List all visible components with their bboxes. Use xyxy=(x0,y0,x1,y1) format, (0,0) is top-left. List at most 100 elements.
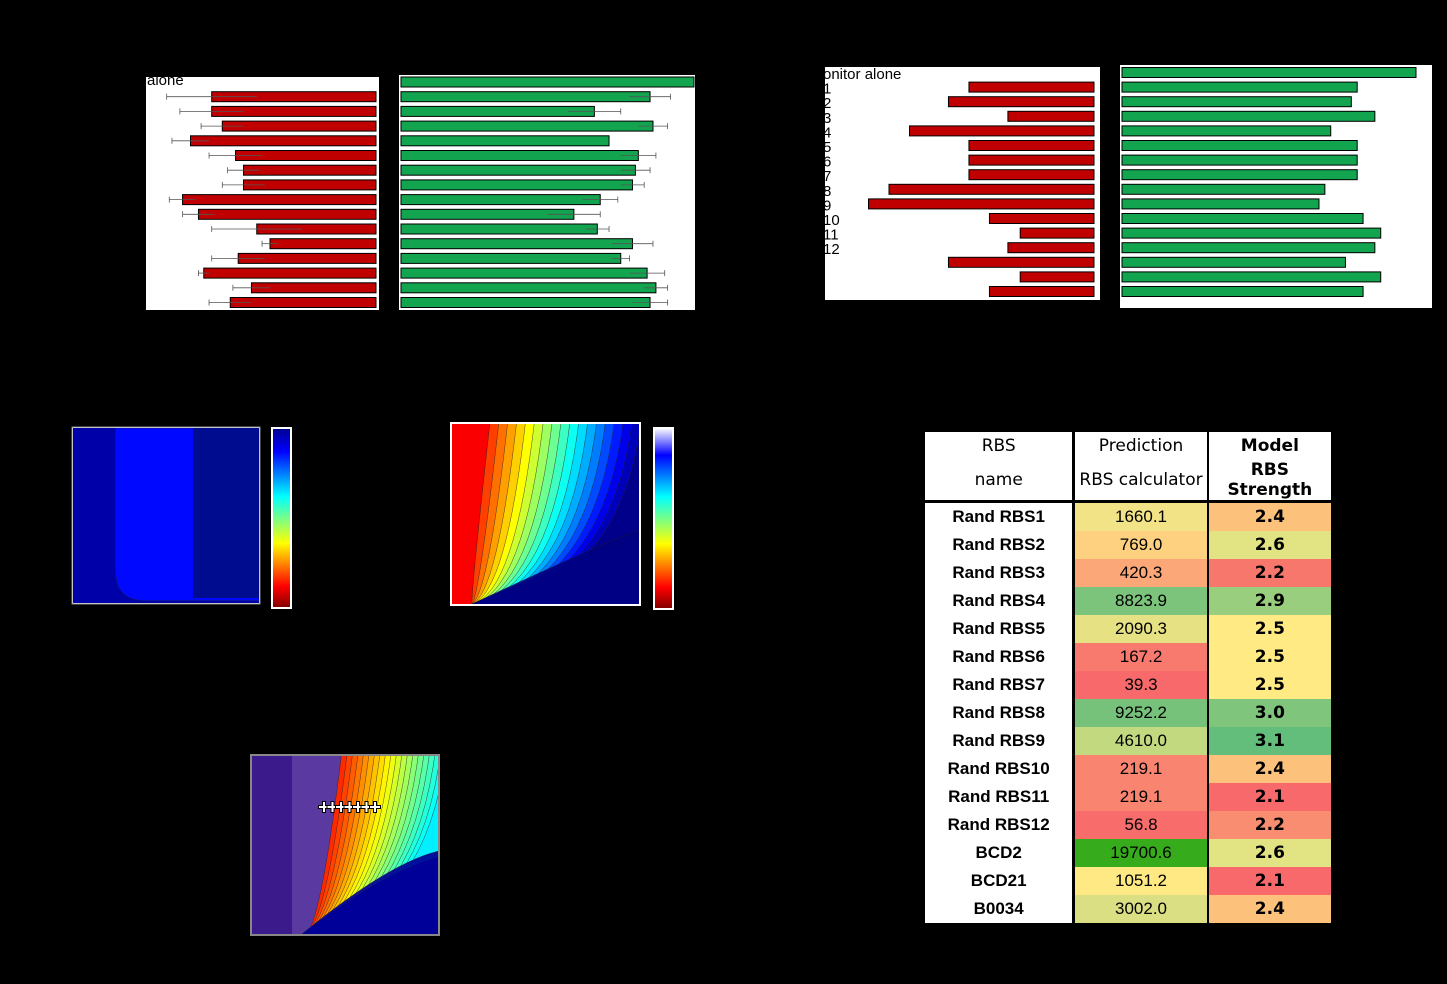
heatmap-1 xyxy=(71,426,292,609)
red-bar xyxy=(197,208,377,220)
green-bar xyxy=(1121,213,1364,224)
category-label: alone xyxy=(147,72,184,89)
table-row: BCD2 19700.6 2.6 xyxy=(925,839,1331,867)
cell-rbs-name: Rand RBS10 xyxy=(947,759,1050,778)
cell-model-strength: 2.5 xyxy=(1206,615,1331,643)
cell-model-strength: 3.1 xyxy=(1206,727,1331,755)
green-bar xyxy=(1121,286,1364,297)
table-row: Rand RBS9 4610.0 3.1 xyxy=(925,727,1331,755)
cell-rbs-name: Rand RBS4 xyxy=(952,591,1045,610)
cell-model-strength: 2.4 xyxy=(1206,895,1331,923)
red-bar xyxy=(988,286,1095,297)
table-row: Rand RBS1 1660.1 2.4 xyxy=(925,500,1331,531)
green-bar xyxy=(400,297,651,308)
red-bar xyxy=(1007,242,1095,254)
cell-rbs-name: Rand RBS5 xyxy=(952,619,1045,638)
category-label: 9 xyxy=(823,197,831,214)
red-bar xyxy=(988,213,1095,224)
table-header-row-2: name RBS calculator RBS Strength xyxy=(925,460,1331,502)
table-row: BCD21 1051.2 2.1 xyxy=(925,867,1331,895)
green-bar xyxy=(1121,198,1320,210)
green-bar xyxy=(1121,242,1376,254)
red-bar xyxy=(250,282,377,294)
col-header-model-2: RBS Strength xyxy=(1206,460,1331,502)
red-bar xyxy=(968,154,1095,166)
green-bar xyxy=(400,150,639,161)
col-header-name: RBS xyxy=(981,436,1016,456)
red-bar xyxy=(190,135,377,147)
green-bar xyxy=(400,105,595,117)
cell-prediction: 219.1 xyxy=(1072,755,1208,783)
category-label: 3 xyxy=(823,110,831,127)
cell-rbs-name: Rand RBS1 xyxy=(925,500,1074,531)
cell-prediction: 420.3 xyxy=(1072,559,1208,587)
red-bar xyxy=(243,164,377,176)
cell-prediction: 56.8 xyxy=(1072,811,1208,839)
cell-rbs-name: Rand RBS9 xyxy=(952,731,1045,750)
cell-rbs-name: Rand RBS3 xyxy=(952,563,1045,582)
cell-model-strength: 2.5 xyxy=(1206,643,1331,671)
cell-model-strength: 3.0 xyxy=(1206,699,1331,727)
category-label: 12 xyxy=(823,241,840,258)
category-label: 4 xyxy=(823,124,831,141)
green-bar xyxy=(400,252,622,264)
rbs-table: RBS Prediction Model name RBS calculator… xyxy=(925,432,1331,923)
colorbar-1 xyxy=(271,427,292,609)
category-label: 11 xyxy=(823,227,839,244)
green-bar xyxy=(400,238,633,250)
green-bar xyxy=(1121,154,1358,166)
cell-rbs-name: Rand RBS7 xyxy=(952,675,1045,694)
green-bar xyxy=(400,135,610,147)
category-label: 5 xyxy=(823,139,831,156)
cell-rbs-name: BCD2 xyxy=(975,843,1022,862)
red-bar xyxy=(203,267,377,279)
green-bar xyxy=(1121,271,1382,283)
table-row: Rand RBS2 769.0 2.6 xyxy=(925,531,1331,559)
table-row: Rand RBS11 219.1 2.1 xyxy=(925,783,1331,811)
cell-prediction: 219.1 xyxy=(1072,783,1208,811)
category-label: 8 xyxy=(823,183,831,200)
cell-prediction: 1051.2 xyxy=(1072,867,1208,895)
cell-model-strength: 2.6 xyxy=(1206,839,1331,867)
cell-model-strength: 2.1 xyxy=(1206,783,1331,811)
green-bar xyxy=(400,120,654,132)
table-row: Rand RBS4 8823.9 2.9 xyxy=(925,587,1331,615)
cell-prediction: 4610.0 xyxy=(1072,727,1208,755)
green-bar xyxy=(400,194,601,206)
green-bar xyxy=(400,91,651,103)
col-header-name-2: name xyxy=(974,470,1023,490)
red-bar xyxy=(221,120,377,132)
cell-prediction: 2090.3 xyxy=(1072,615,1208,643)
green-bar xyxy=(1121,125,1332,137)
red-bar xyxy=(182,194,377,206)
cell-rbs-name: Rand RBS2 xyxy=(952,535,1045,554)
table-row: Rand RBS6 167.2 2.5 xyxy=(925,643,1331,671)
cell-rbs-name: Rand RBS11 xyxy=(948,787,1050,806)
cell-rbs-name: Rand RBS6 xyxy=(952,647,1045,666)
red-bar xyxy=(868,198,1095,210)
cell-model-strength: 2.4 xyxy=(1206,500,1331,531)
green-bar xyxy=(400,179,633,191)
table-row: B0034 3002.0 2.4 xyxy=(925,895,1331,923)
table-row: Rand RBS10 219.1 2.4 xyxy=(925,755,1331,783)
cell-prediction: 8823.9 xyxy=(1072,587,1208,615)
category-label: 7 xyxy=(823,168,831,185)
col-header-model: Model xyxy=(1206,432,1331,460)
category-label: 2 xyxy=(823,95,831,112)
green-bar xyxy=(400,282,657,294)
col-header-prediction: Prediction xyxy=(1072,432,1208,460)
green-bar xyxy=(1121,183,1326,195)
red-bar xyxy=(968,140,1095,151)
red-bar xyxy=(909,125,1095,137)
heatmap-2 xyxy=(450,422,674,610)
col-header-prediction-2: RBS calculator xyxy=(1072,460,1208,502)
category-label: 1 xyxy=(823,81,831,98)
cell-model-strength: 2.6 xyxy=(1206,531,1331,559)
red-bar xyxy=(968,81,1095,93)
green-bar xyxy=(1121,81,1358,93)
bar-panel-top-left: alone xyxy=(146,72,695,310)
red-bar xyxy=(968,169,1095,181)
green-bar xyxy=(1121,110,1376,122)
green-bar xyxy=(1121,256,1346,268)
